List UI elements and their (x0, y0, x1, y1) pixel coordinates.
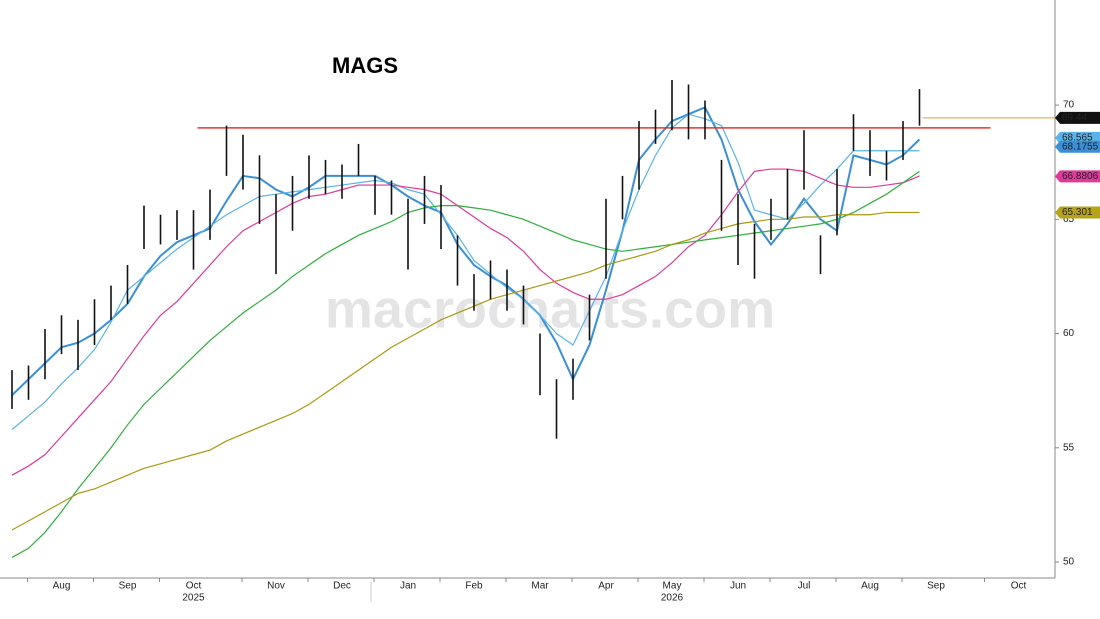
x-tick-label: Sep (927, 581, 945, 592)
x-tick-label: Sep (119, 581, 137, 592)
price-label-box (1055, 140, 1100, 153)
year-label: 2025 (182, 593, 205, 604)
price-label: 65.301 (1062, 207, 1093, 218)
ma-line (11, 106, 921, 396)
chart-title: MAGS (332, 53, 398, 78)
y-tick-label: 70 (1063, 100, 1075, 111)
x-tick-label: Mar (531, 581, 549, 592)
ma-line (11, 113, 920, 430)
price-label: 69.44 (1062, 113, 1087, 124)
x-tick-label: Aug (53, 581, 71, 592)
x-tick-label: Aug (861, 581, 879, 592)
year-label: 2026 (661, 593, 684, 604)
x-tick-label: Jul (798, 581, 811, 592)
ma-line (11, 170, 920, 558)
y-tick-label: 50 (1063, 557, 1075, 568)
x-tick-label: Jun (730, 581, 746, 592)
x-tick-label: Nov (267, 581, 285, 592)
y-tick-label: 55 (1063, 442, 1075, 453)
x-tick-label: May (663, 581, 682, 592)
x-tick-label: Apr (598, 581, 614, 592)
x-tick-label: Jan (400, 581, 416, 592)
watermark: macrocharts.com (325, 279, 775, 339)
price-label-box (1055, 111, 1100, 124)
y-tick-label: 65 (1063, 214, 1075, 225)
price-label-box (1055, 170, 1100, 183)
x-tick-label: Oct (186, 581, 202, 592)
x-tick-label: Feb (465, 581, 483, 592)
price-label: 68.1755 (1062, 141, 1099, 152)
price-label: 66.8806 (1062, 171, 1099, 182)
price-label: 68.565 (1062, 133, 1093, 144)
y-tick-label: 60 (1063, 328, 1075, 339)
x-tick-label: Oct (1011, 581, 1027, 592)
ma-line (11, 168, 920, 476)
ma-line (11, 211, 920, 531)
price-label-box (1055, 206, 1100, 219)
x-tick-label: Dec (333, 581, 351, 592)
